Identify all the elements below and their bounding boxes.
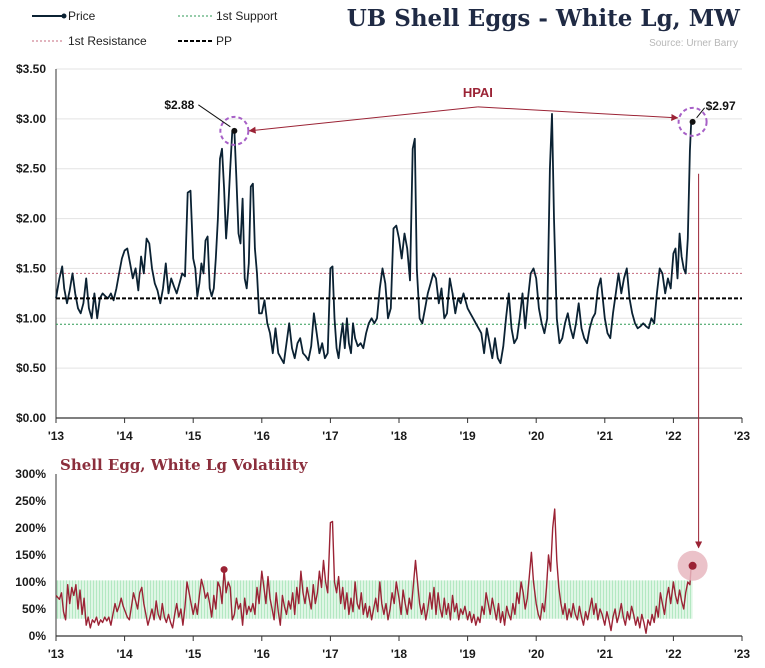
price-x-axis: '13 '14 '15 '16 '17 '18 '19 '20 '21 '22 '23 <box>48 418 751 443</box>
peak_2015-dot <box>231 127 238 134</box>
volatility-x-tick-label: '22 <box>665 647 682 661</box>
peak_2022-dot <box>689 118 696 125</box>
price-y-tick-label: $0.50 <box>16 361 46 375</box>
volatility-x-tick-label: '18 <box>391 647 408 661</box>
peak_2022-label: $2.97 <box>706 99 736 113</box>
price-x-tick-label: '15 <box>185 429 202 443</box>
legend-item-pp: PP <box>178 34 232 48</box>
price-x-tick-label: '21 <box>597 429 614 443</box>
legend-item-price: Price <box>32 9 96 23</box>
price-x-tick-label: '18 <box>391 429 408 443</box>
price-grid <box>55 68 742 419</box>
price-y-axis: $0.00 $0.50 $1.00 $1.50 $2.00 $2.50 $3.00 $3.50 <box>16 62 46 425</box>
volatility-dot-2015 <box>220 566 228 574</box>
volatility-x-axis: '13 '14 '15 '16 '17 '18 '19 '20 '21 '22 '23 <box>48 636 751 661</box>
volatility-dot-2022 <box>688 561 697 570</box>
peak_2015-label: $2.88 <box>164 98 194 112</box>
peak_2015-leader <box>198 104 231 128</box>
volatility-title: Shell Egg, White Lg Volatility <box>60 456 309 474</box>
volatility-band <box>56 580 693 619</box>
volatility-y-tick-label: 150% <box>15 548 46 562</box>
price-x-tick-label: '22 <box>665 429 682 443</box>
price-y-tick-label: $3.50 <box>16 62 46 76</box>
volatility-y-tick-label: 0% <box>29 629 47 643</box>
chart-title: UB Shell Eggs - White Lg, MW <box>347 5 741 32</box>
volatility-x-tick-label: '14 <box>116 647 133 661</box>
price-y-tick-label: $1.00 <box>16 311 46 325</box>
volatility-x-tick-label: '16 <box>254 647 271 661</box>
price-chart: $0.00 $0.50 $1.00 $1.50 $2.00 $2.50 $3.00 $3.50… <box>16 62 750 443</box>
legend: Price 1st Support 1st Resistance PP <box>32 9 278 48</box>
volatility-x-tick-label: '23 <box>734 647 751 661</box>
price-x-tick-label: '19 <box>459 429 476 443</box>
price-y-tick-label: $0.00 <box>16 411 46 425</box>
volatility-x-tick-label: '13 <box>48 647 65 661</box>
volatility-x-tick-label: '21 <box>597 647 614 661</box>
volatility-band-fill <box>56 580 693 619</box>
price-annotations: $2.88 $2.97 HPAI <box>164 85 736 146</box>
price-x-tick-label: '20 <box>528 429 545 443</box>
volatility-y-tick-label: 250% <box>15 494 46 508</box>
price-y-tick-label: $3.00 <box>16 112 46 126</box>
price-series-line <box>55 113 693 365</box>
legend-label-pp: PP <box>216 34 232 48</box>
volatility-x-tick-label: '15 <box>185 647 202 661</box>
volatility-chart: Shell Egg, White Lg Volatility 0% 50% 100%… <box>15 173 751 661</box>
price-x-tick-label: '16 <box>254 429 271 443</box>
price-x-tick-label: '23 <box>734 429 751 443</box>
volatility-annotations <box>220 173 708 581</box>
chart-source: Source: Urner Barry <box>649 38 738 49</box>
volatility-x-tick-label: '19 <box>459 647 476 661</box>
volatility-series-line <box>55 508 693 634</box>
peak_2015-highlight-circle <box>219 115 250 146</box>
volatility-x-tick-label: '17 <box>322 647 339 661</box>
legend-item-support: 1st Support <box>178 9 278 23</box>
legend-label-price: Price <box>68 9 96 23</box>
volatility-y-tick-label: 200% <box>15 521 46 535</box>
price-y-tick-label: $1.50 <box>16 261 46 275</box>
price-x-tick-label: '13 <box>48 429 65 443</box>
peak_2022-leader <box>696 107 705 119</box>
volatility-x-tick-label: '20 <box>528 647 545 661</box>
volatility-y-tick-label: 300% <box>15 467 46 481</box>
legend-label-resistance: 1st Resistance <box>68 34 147 48</box>
price-x-tick-label: '14 <box>116 429 133 443</box>
price-y-tick-label: $2.00 <box>16 212 46 226</box>
hpai-label: HPAI <box>463 85 493 100</box>
price-x-tick-label: '17 <box>322 429 339 443</box>
price-y-tick-label: $2.50 <box>16 162 46 176</box>
hpai-arrow-2022 <box>477 106 679 121</box>
volatility-y-tick-label: 50% <box>22 602 46 616</box>
legend-item-resistance: 1st Resistance <box>32 34 147 48</box>
volatility-y-tick-label: 100% <box>15 575 46 589</box>
peak_2022-highlight-circle <box>677 106 708 137</box>
hpai-arrow-2015 <box>248 106 478 134</box>
legend-label-support: 1st Support <box>216 9 278 23</box>
